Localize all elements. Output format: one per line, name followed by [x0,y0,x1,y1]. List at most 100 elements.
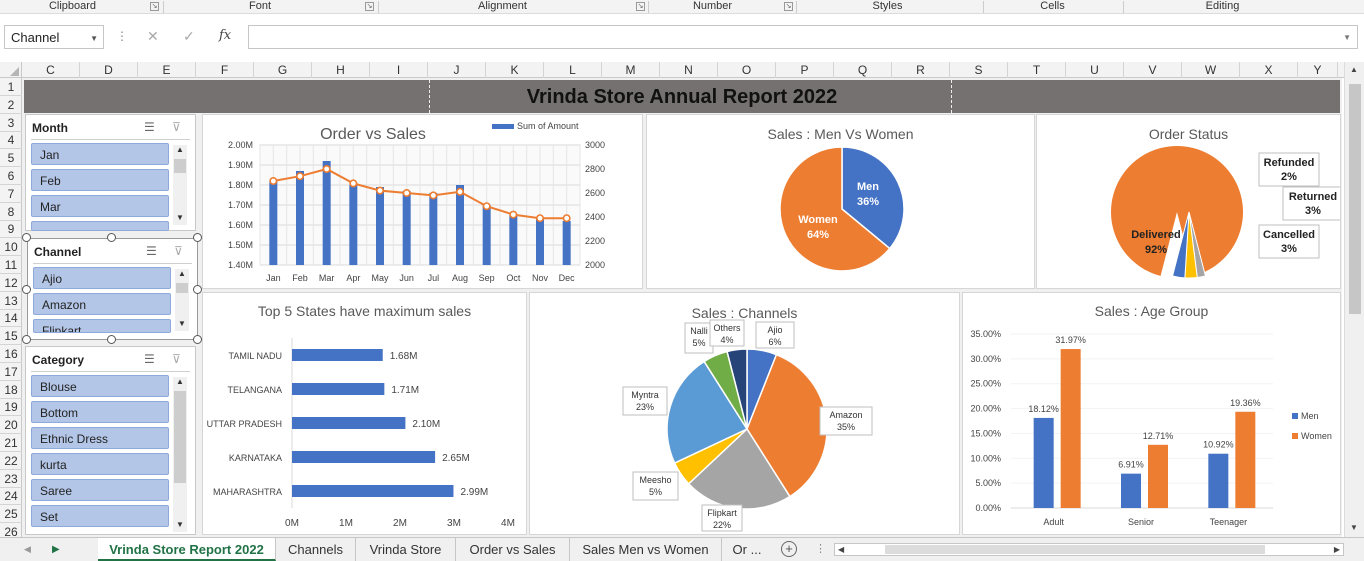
column-header[interactable]: T [1008,62,1066,78]
pie-slice[interactable] [779,146,891,272]
slicer-item[interactable]: Feb [31,169,169,191]
scroll-down-icon[interactable]: ▼ [178,319,186,328]
line-point[interactable] [349,179,358,188]
resize-handle[interactable] [22,285,31,294]
slicer-item[interactable]: Mar [31,195,169,217]
bar[interactable] [292,417,406,429]
resize-handle[interactable] [193,335,202,344]
row-header[interactable]: 24 [0,487,22,506]
row-header[interactable]: 4 [0,131,22,150]
row-header[interactable]: 13 [0,292,22,310]
bar[interactable] [456,185,464,265]
bar[interactable] [292,485,454,497]
slicer-item[interactable]: Ethnic Dress [31,427,169,449]
scroll-up-icon[interactable]: ▲ [176,145,184,154]
row-header[interactable]: 2 [0,96,22,114]
slicer-item[interactable]: Blouse [31,375,169,397]
scroll-up-icon[interactable]: ▲ [178,269,186,278]
row-header[interactable]: 7 [0,185,22,203]
bar[interactable] [269,181,278,265]
slicer-item-partial[interactable] [31,221,169,231]
scroll-down-icon[interactable]: ▼ [176,520,184,529]
column-header[interactable]: F [196,62,254,78]
column-header[interactable]: G [254,62,312,78]
cancel-icon[interactable]: ✕ [147,28,159,44]
row-header[interactable]: 25 [0,505,22,524]
column-header[interactable]: M [602,62,660,78]
line-point[interactable] [296,172,305,181]
vertical-scrollbar[interactable]: ▲ ▼ [1344,62,1364,537]
row-header[interactable]: 17 [0,363,22,381]
line-point[interactable] [535,214,544,223]
tab-vrinda-store-report-2022[interactable]: Vrinda Store Report 2022 [98,538,276,561]
add-sheet-icon[interactable]: + [781,541,797,557]
slicer-scrollbar[interactable]: ▲ ▼ [173,377,187,532]
insert-function-icon[interactable]: fx [219,28,232,43]
resize-handle[interactable] [107,233,116,242]
column-header[interactable]: U [1066,62,1124,78]
bar[interactable] [1060,349,1081,508]
column-header[interactable]: R [892,62,950,78]
tab-order-vs-sales[interactable]: Order vs Sales [456,538,570,561]
order-vs-sales-chart[interactable]: Order vs Sales Sum of Amount 2.00M 1.90M 1… [202,114,643,289]
column-header[interactable]: V [1124,62,1182,78]
chevron-down-icon[interactable]: ▼ [90,34,98,43]
line-point[interactable] [562,214,571,223]
pie-slice[interactable] [666,360,749,465]
column-header[interactable]: L [544,62,602,78]
bar[interactable] [1208,453,1229,508]
slicer-item[interactable]: Saree [31,479,169,501]
tab-sales-men-vs-women[interactable]: Sales Men vs Women [570,538,722,561]
row-header[interactable]: 20 [0,416,22,435]
dialog-launcher-icon[interactable]: ↘ [365,2,374,11]
bar[interactable] [562,221,571,265]
tab-splitter-icon[interactable]: ⋮ [815,543,826,555]
bar[interactable] [1033,417,1054,508]
column-header[interactable]: X [1240,62,1298,78]
row-header[interactable]: 22 [0,452,22,470]
scroll-thumb[interactable] [885,545,1265,554]
expand-formula-icon[interactable]: ▼ [1343,33,1351,42]
column-header[interactable]: I [370,62,428,78]
bar[interactable] [509,215,518,265]
clear-filter-icon[interactable]: ⊽ [172,120,181,134]
pie-slice[interactable] [726,348,748,430]
scroll-left-icon[interactable]: ◀ [838,545,845,554]
worksheet[interactable]: Vrinda Store Annual Report 2022 Month ☰ … [22,78,1342,537]
line-point[interactable] [269,176,278,185]
bar[interactable] [402,191,411,265]
bar[interactable] [292,349,383,361]
bar[interactable] [1235,411,1256,508]
age-group-chart[interactable]: Sales : Age Group 35.00% 30.00% 25.00% 20.0… [962,292,1341,535]
enter-check-icon[interactable]: ✓ [183,28,195,44]
horizontal-scrollbar[interactable]: ◀ ▶ [834,543,1344,556]
bar[interactable] [1121,473,1141,508]
slicer-scrollbar[interactable]: ▲ ▼ [175,269,189,331]
dialog-launcher-icon[interactable]: ↘ [150,2,159,11]
scroll-right-icon[interactable]: ▶ [1333,545,1340,554]
bar[interactable] [429,193,438,265]
bar[interactable] [536,219,544,265]
category-slicer[interactable]: Category ☰ ⊽ Blouse Bottom Ethnic Dress … [25,346,196,535]
line-point[interactable] [456,187,465,196]
sales-channels-chart[interactable]: Sales : Channels Ajio 6% Amazon 35% Flipkart… [529,292,960,535]
pie-slice[interactable] [841,146,905,250]
slicer-item[interactable]: kurta [31,453,169,475]
multi-select-icon[interactable]: ☰ [144,120,155,134]
multi-select-icon[interactable]: ☰ [146,244,157,258]
row-header[interactable]: 21 [0,434,22,452]
column-header[interactable]: S [950,62,1008,78]
resize-handle[interactable] [22,233,31,242]
column-header[interactable]: H [312,62,370,78]
row-header[interactable]: 15 [0,327,22,346]
bar[interactable] [376,187,384,265]
multi-select-icon[interactable]: ☰ [144,352,155,366]
channel-slicer[interactable]: Channel ☰ ⊽ Ajio Amazon Flipkart ▲ ▼ [27,238,198,340]
line-point[interactable] [482,202,491,211]
slicer-item[interactable]: Jan [31,143,169,165]
bar[interactable] [349,185,358,265]
select-all-button[interactable] [0,62,22,78]
row-header[interactable]: 9 [0,220,22,239]
row-header[interactable]: 23 [0,470,22,488]
resize-handle[interactable] [107,335,116,344]
